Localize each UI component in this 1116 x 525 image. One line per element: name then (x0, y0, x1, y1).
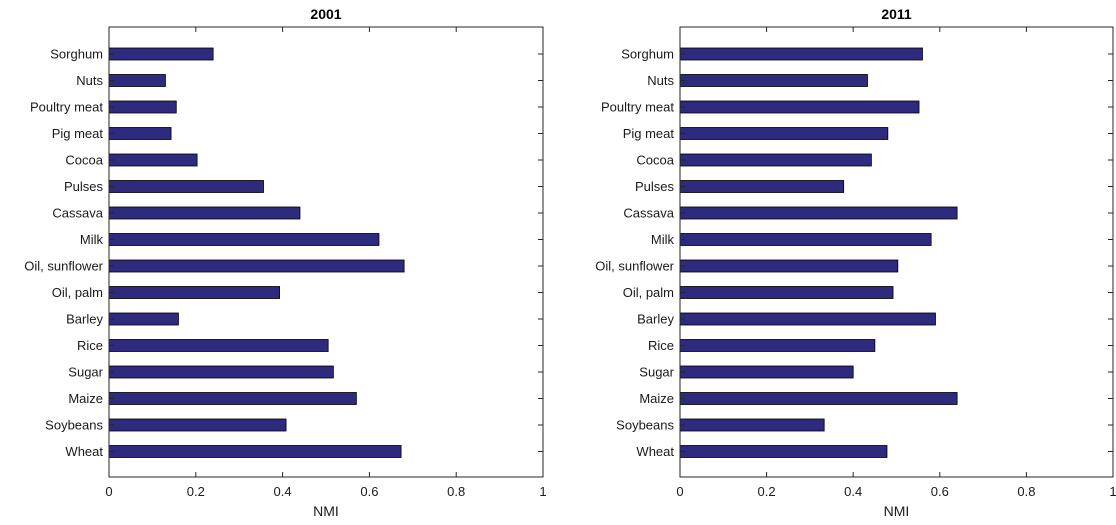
bar[interactable]: Barley: 0.16 (108, 312, 179, 326)
category-label: Cassava (52, 206, 103, 221)
x-tick-label: 1 (539, 484, 546, 499)
category-label: Pig meat (623, 126, 675, 141)
category-label: Milk (651, 232, 675, 247)
x-axis-label: NMI (884, 503, 910, 519)
bar[interactable]: Oil, palm: 0.492 (679, 286, 894, 299)
x-tick-label: 0.6 (931, 484, 949, 499)
bar[interactable]: Oil, sunflower: 0.503 (679, 259, 899, 273)
category-label: Oil, palm (52, 285, 103, 300)
category-label: Poultry meat (30, 100, 103, 115)
bar[interactable]: Cocoa: 0.442 (679, 153, 872, 167)
x-tick-label: 0.8 (1017, 484, 1035, 499)
x-tick-label: 0.8 (447, 484, 465, 499)
category-label: Pulses (635, 179, 675, 194)
category-label: Sugar (68, 365, 103, 380)
plot-frame (108, 26, 544, 478)
bar[interactable]: Poultry meat: 0.552 (679, 100, 920, 114)
category-label: Barley (66, 312, 103, 327)
plot-frame (679, 26, 1114, 478)
category-label: Barley (637, 312, 674, 327)
x-tick-label: 0.4 (274, 484, 292, 499)
category-label: Oil, palm (623, 285, 674, 300)
bar[interactable]: Wheat: 0.478 (679, 445, 888, 458)
bar[interactable]: Maize: 0.64 (679, 392, 958, 405)
bar[interactable]: Cassava: 0.44 (108, 206, 301, 220)
bar[interactable]: Pig meat: 0.143 (108, 127, 172, 140)
bar[interactable]: Wheat: 0.673 (108, 445, 402, 458)
x-tick-label: 0.6 (360, 484, 378, 499)
bar[interactable]: Soybeans: 0.408 (108, 418, 287, 432)
category-label: Cocoa (636, 153, 674, 168)
bar[interactable]: Poultry meat: 0.155 (108, 100, 177, 114)
x-tick-label: 0.2 (758, 484, 776, 499)
category-label: Nuts (647, 73, 674, 88)
bar[interactable]: Oil, sunflower: 0.68 (108, 259, 405, 273)
x-tick-label: 0 (676, 484, 683, 499)
bar[interactable]: Oil, palm: 0.393 (108, 286, 280, 299)
bar[interactable]: Pig meat: 0.48 (679, 127, 889, 140)
chart-panel-2011: Sorghum: 0.56 Sorghum Nuts: 0.433 Nuts Poult… (595, 6, 1116, 519)
bar[interactable]: Cassava: 0.64 (679, 206, 958, 220)
bar[interactable]: Nuts: 0.13 (108, 74, 166, 87)
category-label: Sorghum (50, 47, 103, 62)
bar[interactable]: Milk: 0.58 (679, 233, 932, 246)
bar[interactable]: Pulses: 0.378 (679, 180, 845, 193)
category-label: Pig meat (52, 126, 104, 141)
category-label: Oil, sunflower (24, 259, 103, 274)
category-label: Poultry meat (601, 100, 674, 115)
chart-title: 2011 (881, 6, 912, 22)
x-tick-label: 0.2 (187, 484, 205, 499)
bar[interactable]: Maize: 0.57 (108, 392, 357, 405)
category-label: Sorghum (621, 47, 674, 62)
bar[interactable]: Sugar: 0.4 (679, 365, 854, 379)
bar[interactable]: Cocoa: 0.203 (108, 153, 198, 167)
category-label: Soybeans (616, 418, 674, 433)
x-tick-label: 1 (1109, 484, 1116, 499)
x-axis-label: NMI (313, 503, 339, 519)
category-label: Soybeans (45, 418, 103, 433)
category-label: Wheat (636, 444, 674, 459)
category-label: Nuts (76, 73, 103, 88)
bar[interactable]: Milk: 0.622 (108, 233, 380, 246)
bar[interactable]: Pulses: 0.356 (108, 180, 264, 193)
x-tick-label: 0.4 (844, 484, 862, 499)
chart-panel-2001: Sorghum: 0.24 Sorghum Nuts: 0.13 Nuts Poultr… (24, 6, 546, 519)
chart-title: 2001 (310, 6, 341, 22)
bar[interactable]: Soybeans: 0.333 (679, 418, 825, 432)
bar[interactable]: Sugar: 0.517 (108, 365, 334, 379)
bar[interactable]: Sorghum: 0.24 (108, 47, 214, 61)
category-label: Oil, sunflower (595, 259, 674, 274)
category-label: Maize (639, 391, 674, 406)
category-label: Cocoa (65, 153, 103, 168)
category-label: Rice (648, 338, 674, 353)
bar[interactable]: Rice: 0.45 (679, 339, 876, 352)
category-label: Pulses (64, 179, 104, 194)
category-label: Cassava (623, 206, 674, 221)
category-label: Milk (80, 232, 104, 247)
bar[interactable]: Rice: 0.505 (108, 339, 329, 352)
category-label: Maize (68, 391, 103, 406)
bar[interactable]: Nuts: 0.433 (679, 74, 868, 87)
x-tick-label: 0 (105, 484, 112, 499)
category-label: Wheat (65, 444, 103, 459)
category-label: Sugar (639, 365, 674, 380)
category-label: Rice (77, 338, 103, 353)
bar[interactable]: Barley: 0.59 (679, 312, 936, 326)
bar[interactable]: Sorghum: 0.56 (679, 47, 923, 61)
